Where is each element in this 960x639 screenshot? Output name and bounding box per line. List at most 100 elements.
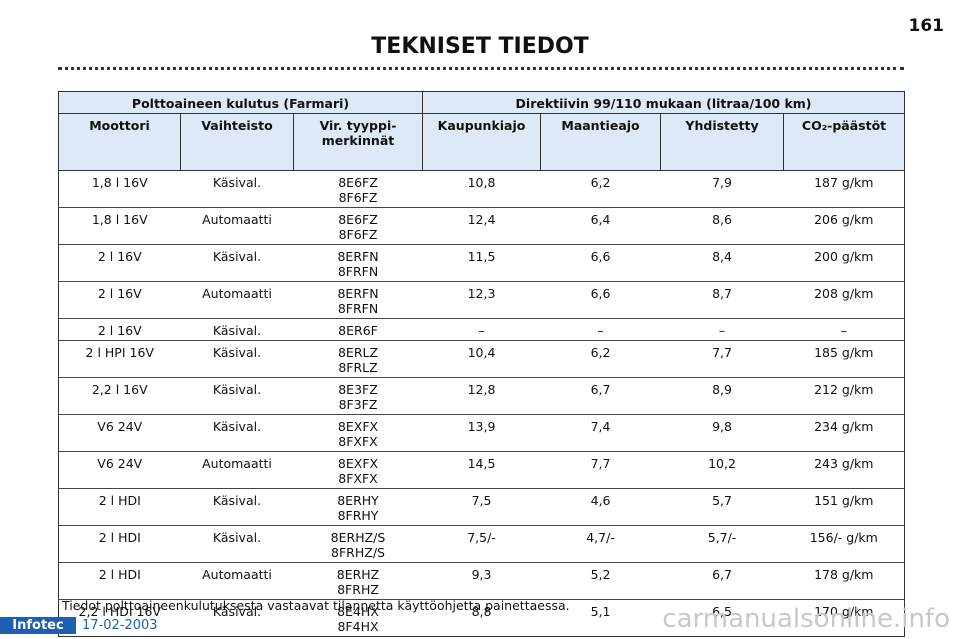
table-cell: 156/- g/km: [783, 525, 906, 563]
table-cell: Käsival.: [180, 414, 294, 452]
table-cell: 7,4: [540, 414, 661, 452]
code-line: 8FXFX: [338, 434, 378, 449]
code-line: 8ERHY: [337, 493, 379, 508]
column-header: Vaihteisto: [180, 113, 294, 171]
table-row: 2 l 16V Käsival. 8ERFN 8FRFN 11,5 6,6 8,4 200 g…: [58, 244, 906, 282]
table-row: 1,8 l 16V Automaatti 8E6FZ 8F6FZ 12,4 6,4 8,6 2…: [58, 207, 906, 245]
table-cell: 9,8: [660, 414, 784, 452]
table-cell: 8,9: [660, 377, 784, 415]
table-row: 1,8 l 16V Käsival. 8E6FZ 8F6FZ 10,8 6,2 7,9 187…: [58, 170, 906, 208]
table-cell: 2,2 l 16V: [58, 377, 181, 415]
table-cell: 8ERHY 8FRHY: [293, 488, 423, 526]
table-cell: 8E6FZ 8F6FZ: [293, 207, 423, 245]
table-cell: Käsival.: [180, 340, 294, 378]
table-row: 2,2 l HDI 16V Käsival. 8E4HX 8F4HX 8,8 5,1 6,5…: [58, 599, 906, 637]
code-line: 8E4HX: [337, 604, 379, 619]
date: 17-02-2003: [82, 618, 158, 633]
table-cell: Automaatti: [180, 451, 294, 489]
column-header: CO₂-päästöt: [783, 113, 906, 171]
table-cell: 8,6: [660, 207, 784, 245]
table-cell: 8E6FZ 8F6FZ: [293, 170, 423, 208]
code-line: 8ERHZ: [336, 567, 380, 582]
code-line: 8E6FZ: [338, 212, 378, 227]
table-cell: 6,6: [540, 281, 661, 319]
table-cell: 8,8: [422, 599, 541, 637]
column-header: Yhdistetty: [660, 113, 785, 171]
table-row: 2 l HDI Käsival. 8ERHZ/S 8FRHZ/S 7,5/- 4,7/- 5…: [58, 525, 906, 563]
table-cell: 6,2: [540, 340, 661, 378]
table-cell: 8ERFN 8FRFN: [293, 281, 423, 319]
table-row: 2 l HDI Automaatti 8ERHZ 8FRHZ 9,3 5,2 6,7 178 …: [58, 562, 906, 600]
code-line: 8FRFN: [337, 264, 379, 279]
table-cell: 8ERFN 8FRFN: [293, 244, 423, 282]
title: TEKNISET TIEDOT: [371, 34, 589, 59]
logo: Infotec: [0, 617, 76, 634]
table-cell: 7,7: [660, 340, 784, 378]
table-cell: Automaatti: [180, 207, 294, 245]
column-header: Maantieajo: [540, 113, 662, 171]
code-line: 8ER6F: [338, 323, 378, 338]
code-line: 8ERLZ: [337, 345, 379, 360]
code-line: 8FRHZ: [337, 582, 379, 597]
table-row: 2 l HDI Käsival. 8ERHY 8FRHY 7,5 4,6 5,7 151 g/…: [58, 488, 906, 526]
column-header: Kaupunkiajo: [422, 113, 542, 171]
table-cell: 2 l HPI 16V: [58, 340, 181, 378]
table-cell: 8ERLZ 8FRLZ: [293, 340, 423, 378]
table-cell: 178 g/km: [783, 562, 906, 600]
table-cell: V6 24V: [58, 451, 181, 489]
table-cell: Käsival.: [180, 599, 294, 637]
table-cell: 151 g/km: [783, 488, 906, 526]
table-cell: 6,7: [660, 562, 784, 600]
table-cell: Käsival.: [180, 170, 294, 208]
table-cell: 10,2: [660, 451, 784, 489]
table-cell: 200 g/km: [783, 244, 906, 282]
table-cell: 2 l HDI: [58, 525, 181, 563]
table-cell: 7,7: [540, 451, 661, 489]
table-cell: 2 l 16V: [58, 244, 181, 282]
table-cell: 9,3: [422, 562, 541, 600]
table-cell: –: [783, 318, 906, 341]
table-cell: 7,5/-: [422, 525, 541, 563]
table-cell: 6,7: [540, 377, 661, 415]
table: Polttoaineen kulutus (Farmari) Direktiivi…: [57, 91, 906, 637]
table-cell: 5,7/-: [660, 525, 784, 563]
code-line: 8F6FZ: [338, 190, 378, 205]
table-cell: 1,8 l 16V: [58, 170, 181, 208]
table-cell: 8,4: [660, 244, 784, 282]
table-cell: –: [422, 318, 541, 341]
table-cell: 8ER6F: [293, 318, 423, 341]
table-cell: 1,8 l 16V: [58, 207, 181, 245]
table-cell: 6,6: [540, 244, 661, 282]
table-cell: 6,4: [540, 207, 661, 245]
group-header: Polttoaineen kulutus (Farmari): [57, 91, 424, 114]
table-cell: 7,5: [422, 488, 541, 526]
table-row: V6 24V Automaatti 8EXFX 8FXFX 14,5 7,7 10,2 243…: [58, 451, 906, 489]
table-cell: 208 g/km: [783, 281, 906, 319]
footnote: Tiedot polttoaineenkulutuksesta vastaava…: [62, 598, 570, 613]
code-line: 8EXFX: [337, 419, 379, 434]
code-line: 8FRHY: [337, 508, 379, 523]
table-cell: 8E3FZ 8F3FZ: [293, 377, 423, 415]
table-cell: 6,5: [660, 599, 784, 637]
code-line: 8F6FZ: [338, 227, 378, 242]
table-row: 2,2 l 16V Käsival. 8E3FZ 8F3FZ 12,8 6,7 8,9 212…: [58, 377, 906, 415]
table-cell: 2 l HDI: [58, 562, 181, 600]
table-cell: Käsival.: [180, 488, 294, 526]
table-cell: 14,5: [422, 451, 541, 489]
table-cell: –: [660, 318, 784, 341]
divider: [58, 67, 904, 70]
table-cell: 2,2 l HDI 16V: [58, 599, 181, 637]
table-cell: 187 g/km: [783, 170, 906, 208]
column-header: Moottori: [58, 113, 181, 171]
table-cell: 8E4HX 8F4HX: [293, 599, 423, 637]
table-cell: 212 g/km: [783, 377, 906, 415]
code-line: 8ERFN: [337, 286, 379, 301]
page-number: 161: [908, 16, 945, 36]
table-cell: 8EXFX 8FXFX: [293, 451, 423, 489]
table-cell: 10,8: [422, 170, 541, 208]
table-cell: Käsival.: [180, 525, 294, 563]
table-cell: 6,2: [540, 170, 661, 208]
table-cell: 12,8: [422, 377, 541, 415]
table-cell: 2 l 16V: [58, 281, 181, 319]
table-cell: 8ERHZ 8FRHZ: [293, 562, 423, 600]
